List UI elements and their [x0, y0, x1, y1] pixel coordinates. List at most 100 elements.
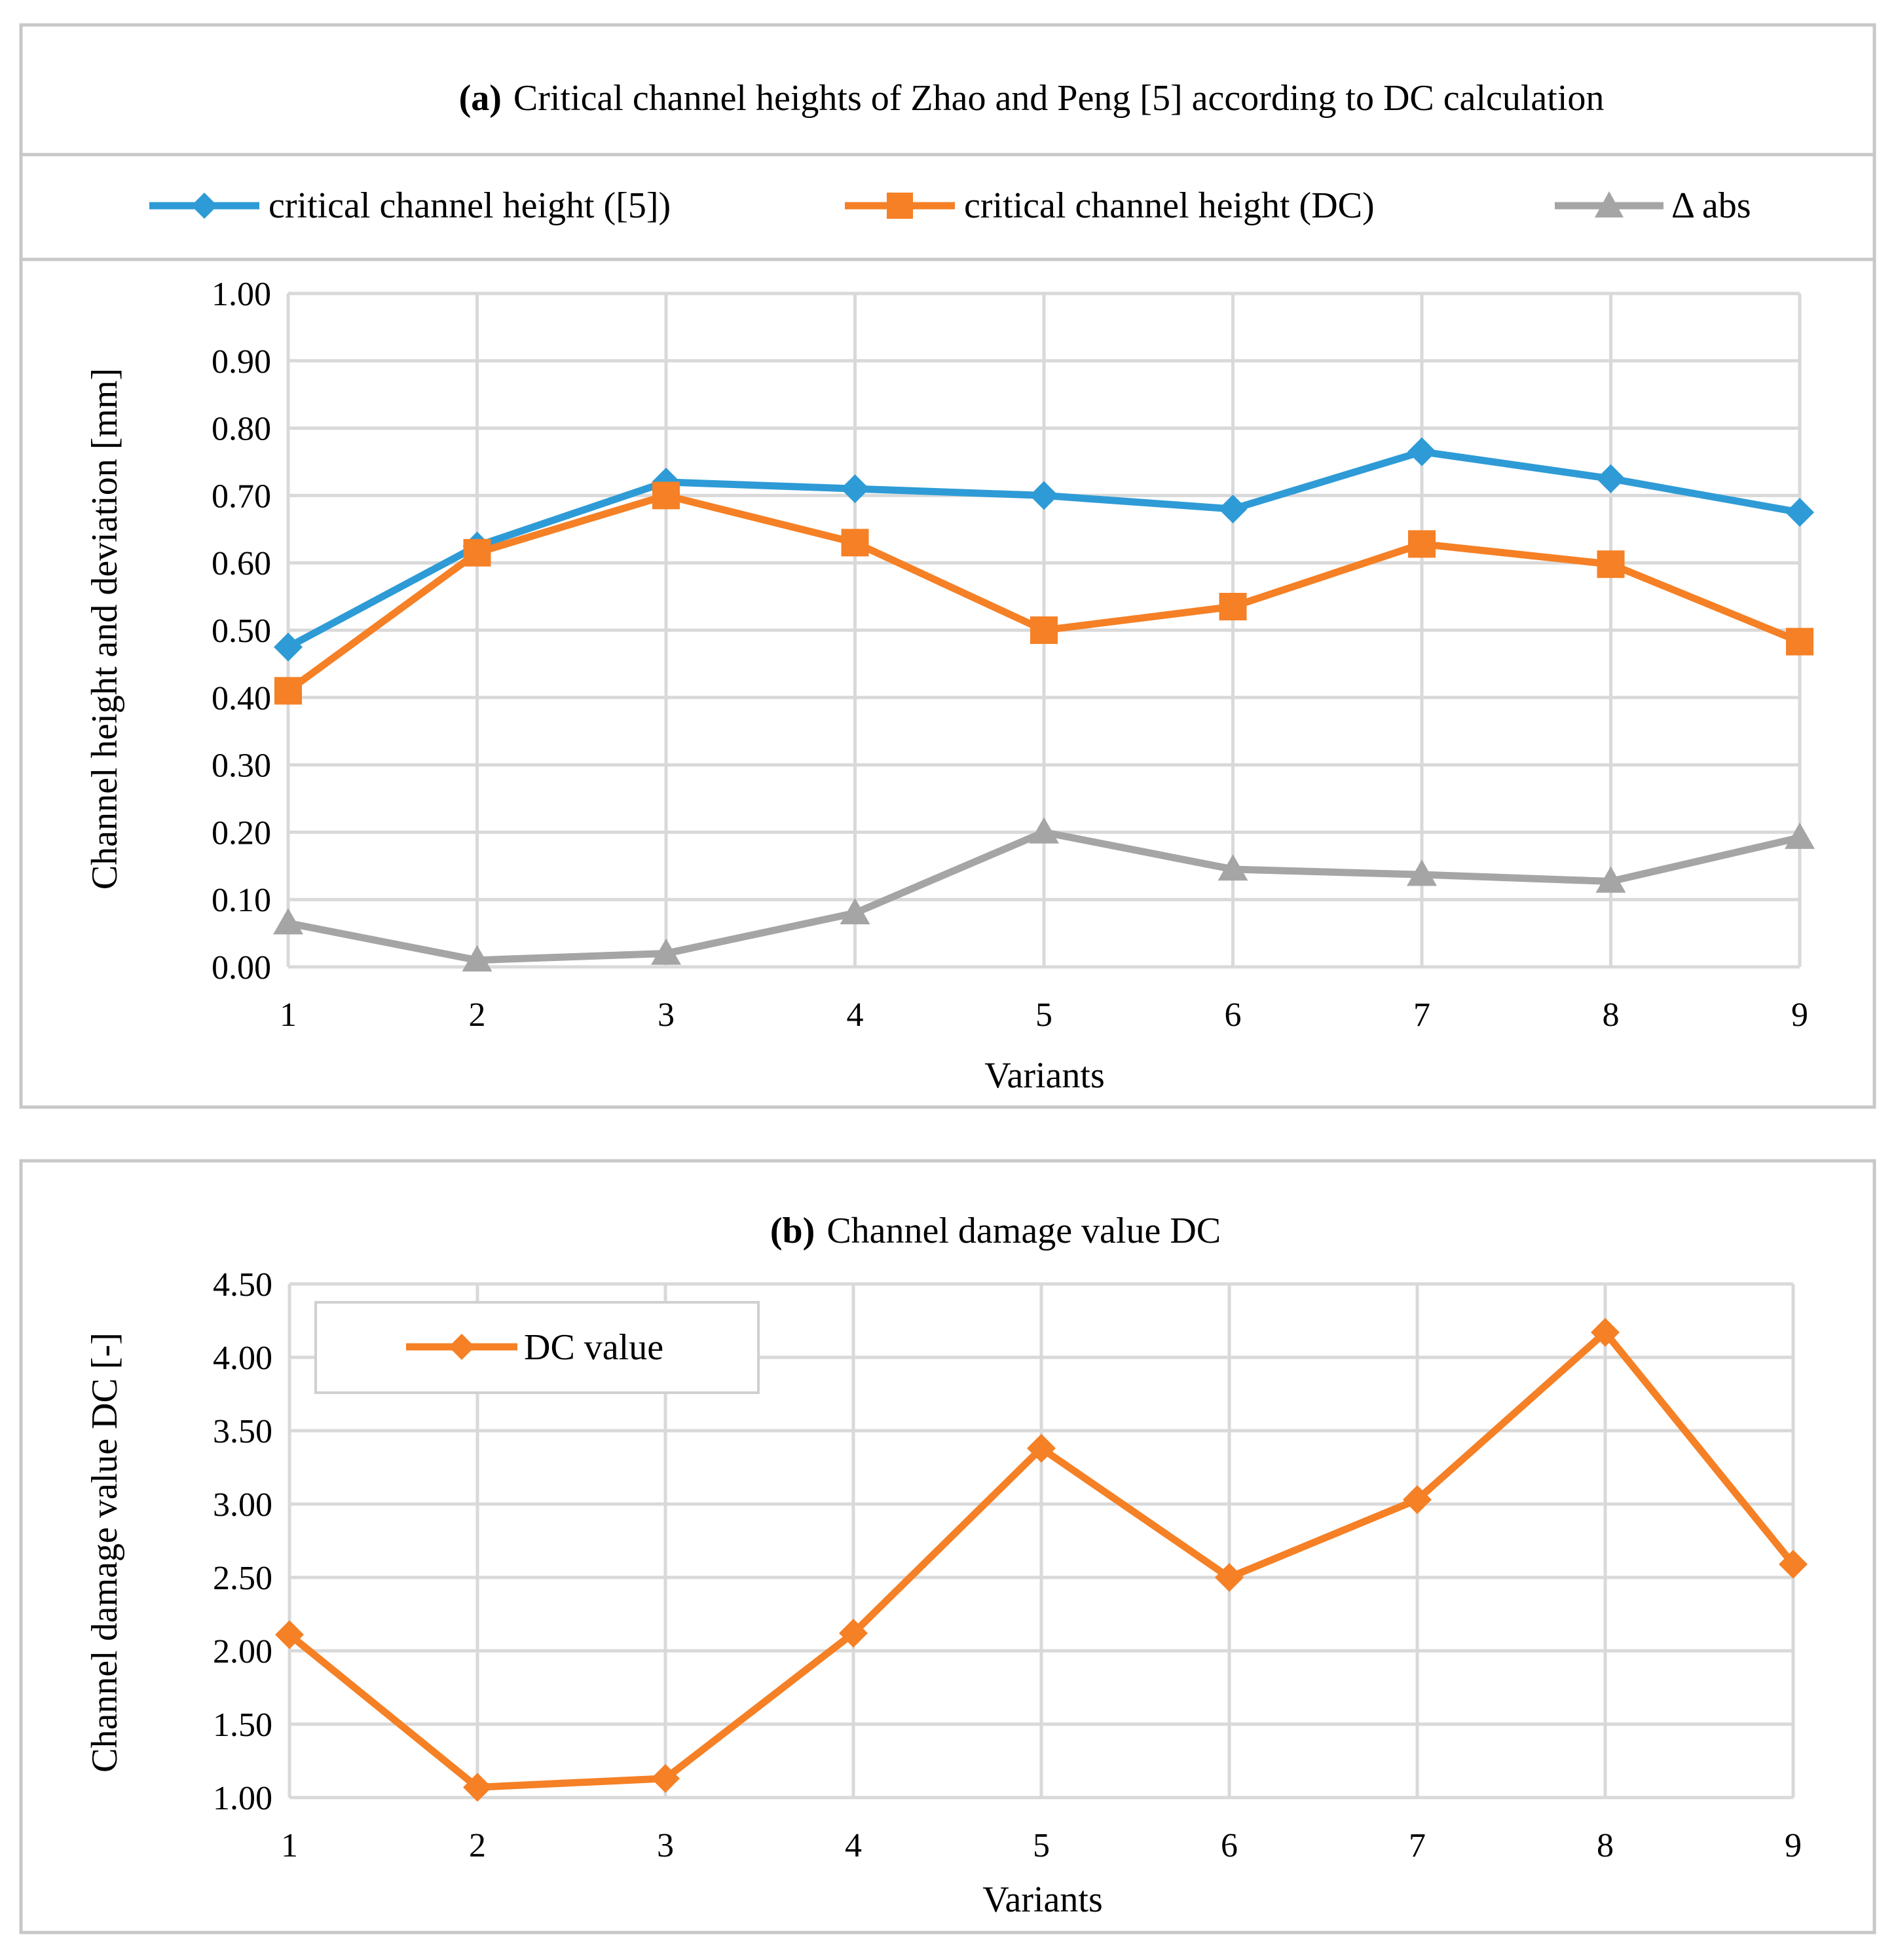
- y-tick-label: 4.50: [213, 1266, 272, 1304]
- data-point-dc-value: [651, 1763, 680, 1793]
- y-tick-label: 0.80: [212, 411, 271, 448]
- y-tick-label: 0.40: [212, 680, 271, 717]
- y-tick-label: 0.90: [212, 343, 271, 381]
- data-point-dc-value: [1591, 1317, 1620, 1347]
- legend-entry-critical-height-dc: critical channel height (DC): [845, 185, 1375, 226]
- x-tick-label: 8: [1603, 996, 1620, 1034]
- y-tick-label: 0.10: [212, 882, 271, 919]
- data-point-dc-value: [1027, 1433, 1056, 1463]
- data-point-dc-value: [1403, 1485, 1432, 1515]
- legend-entry-delta-abs: Δ abs: [1555, 185, 1751, 226]
- data-point-critical-channel-height-dc: [1030, 616, 1058, 644]
- panel-a-label: (a): [459, 78, 502, 119]
- data-point-critical-channel-height-dc: [841, 529, 869, 557]
- panel-a-ticks: 0.00 0.10 0.20 0.30 0.40 0.50 0.60 0.70 0.80 0.90…: [212, 276, 1808, 1034]
- panel-b-title-text: Channel damage value DC: [827, 1211, 1221, 1251]
- x-tick-label: 2: [469, 996, 486, 1034]
- y-tick-label: 0.60: [212, 545, 271, 582]
- y-tick-label: 3.00: [213, 1486, 272, 1524]
- legend-label-delta: Δ abs: [1671, 185, 1751, 226]
- x-tick-label: 8: [1597, 1827, 1614, 1864]
- data-point-critical-channel-height-5: [1596, 464, 1626, 493]
- data-point-critical-channel-height-5: [274, 632, 303, 662]
- y-tick-label: 1.00: [213, 1780, 272, 1817]
- y-tick-label: 0.30: [212, 747, 271, 785]
- y-tick-label: 1.00: [212, 276, 271, 313]
- panel-a-title: (a) Critical channel heights of Zhao and …: [459, 78, 1605, 119]
- x-tick-label: 5: [1033, 1827, 1050, 1864]
- panel-b-y-axis-label: Channel damage value DC [-]: [84, 1332, 125, 1773]
- data-point-critical-channel-height-dc: [274, 677, 302, 705]
- x-tick-label: 7: [1413, 996, 1430, 1034]
- data-point-abs: [1029, 817, 1059, 844]
- x-tick-label: 2: [469, 1827, 486, 1864]
- data-point-abs: [1407, 859, 1437, 886]
- data-point-critical-channel-height-dc: [1219, 593, 1247, 621]
- data-point-critical-channel-height-dc: [1408, 530, 1436, 558]
- panel-a-title-text: Critical channel heights of Zhao and Pen…: [513, 78, 1604, 119]
- data-point-dc-value: [839, 1619, 868, 1648]
- x-tick-label: 3: [657, 1827, 674, 1864]
- panel-a-x-axis-label: Variants: [984, 1055, 1105, 1096]
- x-tick-label: 1: [281, 1827, 298, 1864]
- data-point-critical-channel-height-dc: [463, 538, 491, 567]
- x-tick-label: 1: [280, 996, 297, 1034]
- y-tick-label: 0.00: [212, 949, 271, 987]
- x-tick-label: 9: [1785, 1827, 1802, 1864]
- panel-b-plot: DC value 1.00 1.50 2.00 2.50 3.00 3.50 4.00 4.5…: [213, 1266, 1808, 1864]
- panel-b-x-axis-label: Variants: [982, 1879, 1103, 1920]
- x-tick-label: 6: [1221, 1827, 1238, 1864]
- panel-a-legend: critical channel height ([5]) critical c…: [149, 185, 1751, 226]
- data-point-abs: [1595, 866, 1626, 893]
- panel-b-ticks: 1.00 1.50 2.00 2.50 3.00 3.50 4.00 4.50 1 2 3 4 5 6 7 8…: [213, 1266, 1802, 1864]
- data-point-dc-value: [1779, 1549, 1808, 1579]
- y-tick-label: 3.50: [213, 1413, 272, 1450]
- legend-label-dc-value: DC value: [524, 1327, 663, 1368]
- data-point-critical-channel-height-5: [1407, 437, 1436, 466]
- data-point-abs: [462, 945, 493, 971]
- data-point-critical-channel-height-5: [840, 474, 870, 504]
- data-point-critical-channel-height-dc: [1786, 628, 1813, 656]
- data-point-abs: [1785, 822, 1815, 849]
- x-tick-label: 3: [658, 996, 675, 1034]
- data-point-critical-channel-height-dc: [652, 481, 680, 510]
- y-tick-label: 2.00: [213, 1633, 272, 1670]
- y-tick-label: 1.50: [213, 1706, 272, 1744]
- legend-diamond-marker-icon: [191, 193, 217, 219]
- legend-label-dc: critical channel height (DC): [964, 185, 1375, 226]
- data-point-critical-channel-height-5: [1785, 498, 1814, 527]
- panel-a-plot: 0.00 0.10 0.20 0.30 0.40 0.50 0.60 0.70 0.80 0.90…: [212, 276, 1815, 1034]
- data-point-abs: [651, 938, 681, 965]
- panel-b-legend-box: [314, 1301, 760, 1394]
- data-point-critical-channel-height-5: [1030, 481, 1058, 510]
- data-point-critical-channel-height-dc: [1597, 550, 1625, 578]
- x-tick-label: 6: [1225, 996, 1242, 1034]
- legend-label-ref: critical channel height ([5]): [269, 185, 671, 226]
- x-tick-label: 7: [1409, 1827, 1426, 1864]
- panel-b-grid: [288, 1282, 1795, 1800]
- panel-b-legend: DC value: [314, 1301, 760, 1394]
- panel-a-series: [273, 437, 1815, 971]
- legend-triangle-marker-icon: [1595, 191, 1624, 217]
- panel-b-frame: [19, 1159, 1876, 1934]
- x-tick-label: 5: [1035, 996, 1052, 1034]
- data-point-critical-channel-height-5: [1218, 494, 1248, 523]
- data-point-abs: [273, 908, 303, 935]
- data-point-dc-value: [275, 1620, 304, 1649]
- y-tick-label: 4.00: [213, 1340, 272, 1377]
- y-tick-label: 0.70: [212, 478, 271, 515]
- panel-b-title: (b) Channel damage value DC: [770, 1211, 1221, 1251]
- legend-entry-critical-height-ref: critical channel height ([5]): [149, 185, 671, 226]
- data-point-abs: [840, 897, 870, 925]
- x-tick-label: 4: [847, 996, 864, 1034]
- panel-b-label: (b): [770, 1211, 815, 1251]
- y-tick-label: 0.20: [212, 814, 271, 852]
- panel-b-series: [275, 1317, 1808, 1802]
- y-tick-label: 0.50: [212, 612, 271, 650]
- data-point-abs: [1218, 854, 1248, 881]
- legend-square-marker-icon: [887, 193, 913, 219]
- data-point-dc-value: [463, 1773, 492, 1802]
- data-point-dc-value: [1215, 1563, 1244, 1592]
- y-tick-label: 2.50: [213, 1560, 272, 1597]
